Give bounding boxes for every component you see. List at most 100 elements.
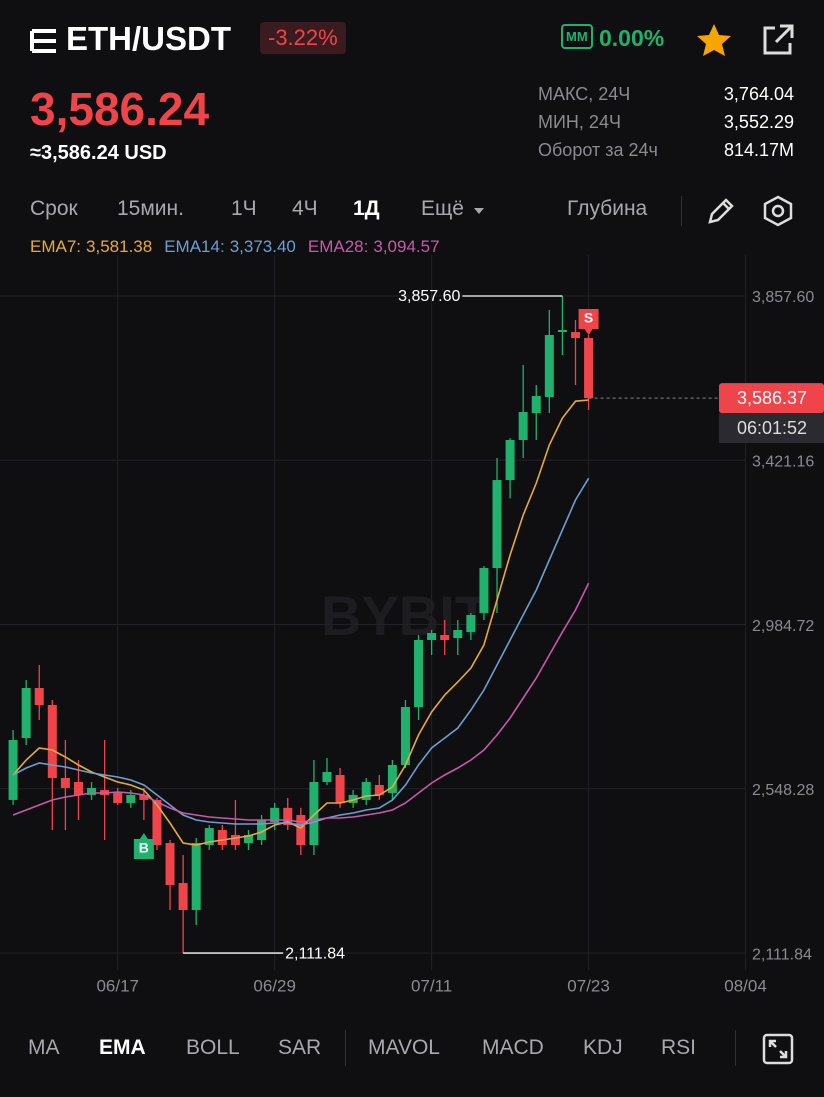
- favorite-star[interactable]: [695, 22, 733, 58]
- candle-body: [178, 883, 188, 911]
- candle-body: [152, 799, 162, 846]
- stat-value: 814.17M: [723, 140, 794, 160]
- stat-label: МИН, 24Ч: [538, 112, 621, 132]
- candle-body: [309, 782, 319, 846]
- candle-body: [296, 815, 306, 846]
- timeframe-tab[interactable]: 15мин.: [117, 197, 184, 220]
- mm-value: 0.00%: [599, 25, 665, 51]
- candle-body: [400, 707, 410, 765]
- candle-body: [440, 635, 450, 641]
- y-tick-label: 3,421.16: [752, 453, 814, 470]
- mm-badge[interactable]: MM: [561, 24, 593, 49]
- depth-tab[interactable]: Глубина: [567, 197, 648, 220]
- y-tick-label: 2,984.72: [752, 618, 814, 635]
- x-tick-label: 07/23: [567, 976, 610, 995]
- y-tick-label: 3,857.60: [752, 289, 814, 306]
- last-price: 3,586.24: [30, 83, 210, 135]
- trade-marker-label: S: [584, 310, 593, 326]
- countdown-tag: [719, 413, 824, 444]
- last-price-tag: [719, 383, 824, 414]
- candle-body: [453, 629, 463, 639]
- x-tick-label: 08/04: [724, 976, 767, 995]
- candle-body: [322, 771, 332, 783]
- legend-legend-value: 3,373.40: [229, 237, 296, 256]
- candle-body: [230, 835, 240, 846]
- y-tick-label: 2,111.84: [752, 946, 812, 963]
- extreme-label: 3,857.60: [398, 288, 460, 305]
- usd-price: ≈3,586.24 USD: [30, 142, 167, 164]
- candle-body: [283, 807, 293, 826]
- candle-body: [191, 843, 201, 911]
- x-tick-label: 06/29: [253, 976, 296, 995]
- timeframe-tab[interactable]: 1Д: [353, 197, 380, 220]
- candle-body: [60, 777, 70, 788]
- stat-value: 3,764.04: [723, 84, 794, 104]
- candle-body: [8, 740, 18, 800]
- candle-body: [270, 807, 280, 823]
- candle-body: [348, 794, 358, 803]
- legend-item: EMA7: 3,581.38: [30, 237, 152, 257]
- x-tick-label: 07/11: [411, 976, 452, 995]
- draw-icon[interactable]: [706, 196, 738, 226]
- candle-body: [531, 396, 541, 414]
- fullscreen-icon[interactable]: [762, 1033, 794, 1065]
- x-tick-label: 06/17: [96, 976, 139, 995]
- indicator-tab[interactable]: KDJ: [583, 1036, 623, 1059]
- candle-body: [217, 830, 227, 846]
- timeframe-label: Срок: [30, 197, 78, 220]
- candle-body: [557, 330, 567, 333]
- legend-name: EMA28:: [307, 237, 369, 256]
- candle-body: [387, 764, 397, 793]
- timeframe-tab[interactable]: 1Ч: [231, 197, 257, 220]
- candle-body: [544, 335, 554, 398]
- separator: [735, 1030, 736, 1066]
- ema-legend: EMA7: 3,581.38 EMA14: 3,373.40 EMA28: 3,094.5…: [30, 237, 440, 257]
- last-price-label: 3,586.37: [737, 388, 807, 408]
- timeframe-tab[interactable]: Ещё: [421, 197, 464, 220]
- candle-body: [34, 687, 44, 706]
- candle-chart: BYBIT 2,111.84 2,548.28 2,984.72 3,421.16 3,8…: [0, 255, 824, 995]
- indicator-tab[interactable]: BOLL: [186, 1036, 240, 1059]
- pair-name[interactable]: ETH/USDT: [66, 20, 231, 57]
- candle-body: [570, 332, 580, 339]
- stat-label: МАКС, 24Ч: [538, 84, 631, 104]
- candle-body: [505, 440, 515, 481]
- trade-marker-label: B: [139, 840, 149, 856]
- extreme-label: 2,111.84: [285, 945, 345, 962]
- legend-item: EMA14: 3,373.40: [164, 237, 296, 257]
- legend-legend-value: 3,094.57: [373, 237, 440, 256]
- candle-body: [73, 782, 83, 795]
- indicator-tab[interactable]: MAVOL: [368, 1036, 440, 1059]
- legend-legend-value: 3,581.38: [86, 237, 153, 256]
- candle-body: [165, 843, 175, 886]
- candle-body: [204, 828, 214, 846]
- legend-name: EMA7:: [30, 237, 82, 256]
- dropdown-arrow: [474, 208, 484, 214]
- candle-body: [257, 820, 267, 841]
- share-icon[interactable]: [760, 22, 796, 58]
- timeframe-tab[interactable]: 4Ч: [292, 197, 318, 220]
- indicator-tab[interactable]: MA: [28, 1036, 60, 1059]
- trade-marker: [578, 309, 599, 336]
- candle-body: [139, 794, 149, 800]
- legend-name: EMA14:: [164, 237, 225, 256]
- indicator-tab[interactable]: MACD: [482, 1036, 544, 1059]
- indicator-tab[interactable]: SAR: [278, 1036, 322, 1059]
- ema-line: [12, 582, 590, 823]
- candle-body: [414, 640, 424, 708]
- separator: [681, 196, 682, 226]
- menu-logo[interactable]: [30, 28, 58, 54]
- candle-body: [47, 705, 57, 778]
- candle-body: [361, 782, 371, 800]
- candle-body: [479, 568, 489, 614]
- candle-body: [518, 412, 528, 441]
- y-tick-label: 2,548.28: [752, 782, 814, 799]
- candle-body: [113, 791, 123, 803]
- candle-body: [335, 775, 345, 803]
- indicator-tab[interactable]: RSI: [661, 1036, 697, 1059]
- settings-icon[interactable]: [762, 195, 794, 227]
- change-badge: -3.22%: [260, 22, 346, 54]
- indicator-tab[interactable]: EMA: [99, 1036, 146, 1059]
- candle-body: [466, 615, 476, 633]
